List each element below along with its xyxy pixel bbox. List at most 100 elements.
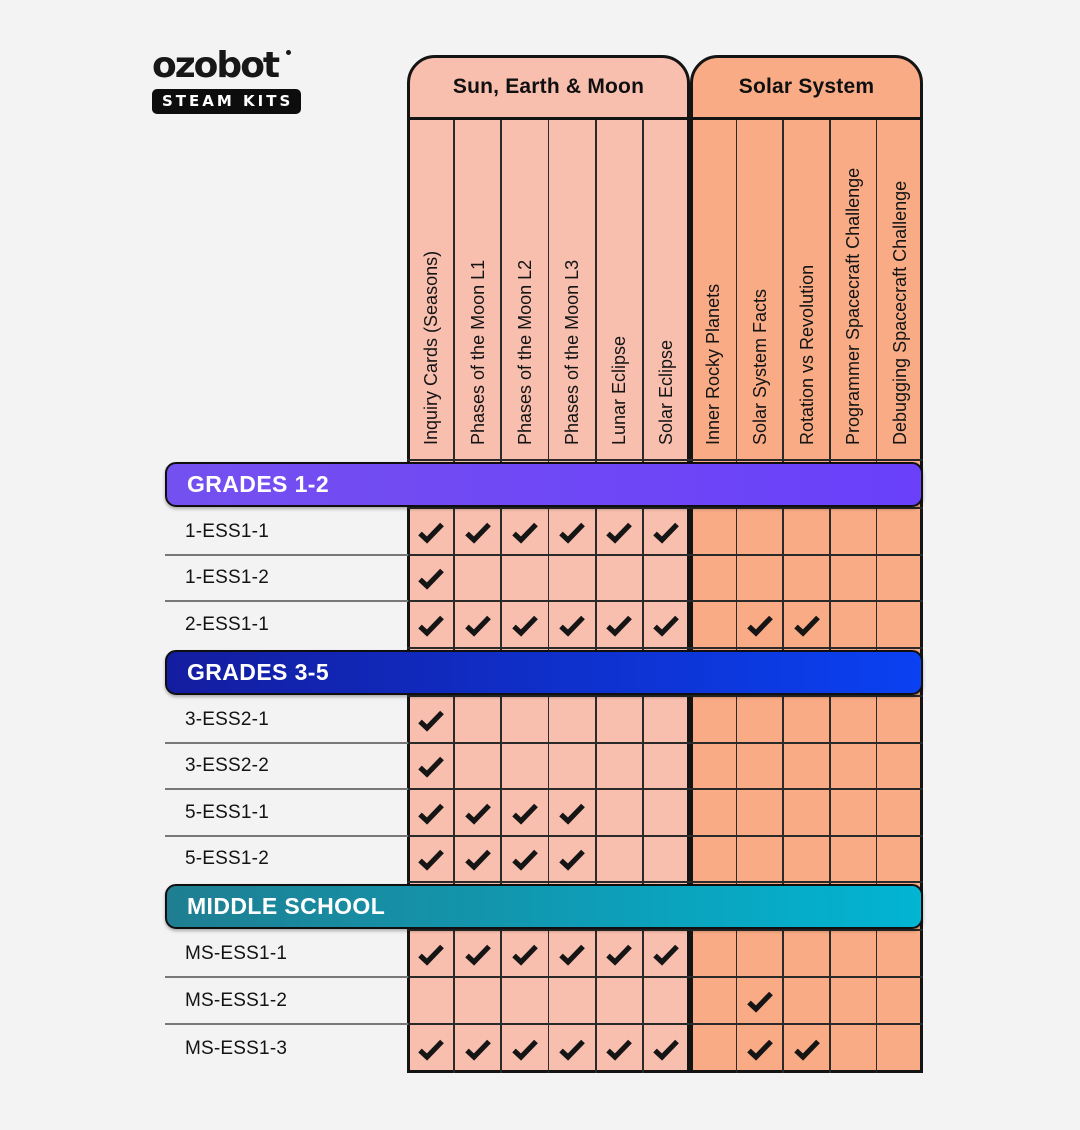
grade-banner: MIDDLE SCHOOL <box>165 883 923 929</box>
row-divider <box>165 742 408 744</box>
column-header: Phases of the Moon L3 <box>561 259 582 445</box>
check-icon <box>557 1037 587 1061</box>
standard-code: 1-ESS1-2 <box>185 567 269 588</box>
check-icon <box>463 942 493 966</box>
check-icon <box>463 847 493 871</box>
row-grid-line <box>407 600 923 602</box>
row-divider <box>165 1023 408 1025</box>
column-grid-line <box>453 120 455 1073</box>
row-grid-line <box>407 976 923 978</box>
column-grid-line <box>828 120 831 1073</box>
check-icon <box>510 801 540 825</box>
check-icon <box>510 847 540 871</box>
standard-code: 3-ESS2-2 <box>185 755 269 776</box>
standard-code: 5-ESS1-1 <box>185 801 269 823</box>
row-grid-line <box>407 459 923 461</box>
check-icon <box>416 708 446 732</box>
check-icon <box>745 989 775 1013</box>
column-grid-line <box>782 120 785 1073</box>
ozobot-logo: ozobot STEAM KITS <box>152 48 302 114</box>
row-grid-line <box>407 929 923 931</box>
row-grid-line <box>407 695 923 697</box>
column-group-title: Sun, Earth & Moon <box>452 74 645 98</box>
row-divider <box>165 600 408 602</box>
check-icon <box>510 942 540 966</box>
check-icon <box>416 847 446 871</box>
column-grid-line <box>547 120 550 1073</box>
grade-banner: GRADES 3-5 <box>165 649 923 695</box>
column-grid-line <box>735 120 738 1073</box>
check-icon <box>510 613 540 637</box>
standard-code: 1-ESS1-1 <box>185 520 269 542</box>
column-grid-line <box>875 120 878 1073</box>
check-icon <box>604 613 634 637</box>
column-header: Inner Rocky Planets <box>702 283 723 445</box>
column-grid-line <box>641 120 644 1073</box>
row-divider <box>165 788 408 790</box>
column-header: Solar System Facts <box>749 288 770 445</box>
row-grid-line <box>407 788 923 790</box>
column-header: Phases of the Moon L1 <box>467 259 488 445</box>
check-icon <box>651 520 681 544</box>
check-icon <box>651 613 681 637</box>
check-icon <box>463 801 493 825</box>
row-divider <box>165 554 408 556</box>
row-grid-line <box>407 881 923 883</box>
check-icon <box>604 520 634 544</box>
standard-code: MS-ESS1-1 <box>185 942 288 964</box>
check-icon <box>557 613 587 637</box>
check-icon <box>416 1037 446 1061</box>
standard-code: 2-ESS1-1 <box>185 613 269 635</box>
check-icon <box>557 942 587 966</box>
column-header: Lunar Eclipse <box>608 335 629 445</box>
check-icon <box>792 1037 822 1061</box>
check-icon <box>510 1037 540 1061</box>
steam-kits-badge: STEAM KITS <box>152 89 302 114</box>
check-icon <box>604 942 634 966</box>
alignment-matrix: Sun, Earth & Moon Inquiry Cards (Seasons)… <box>165 55 925 1073</box>
check-icon <box>416 801 446 825</box>
check-icon <box>510 520 540 544</box>
column-header: Programmer Spacecraft Challenge <box>842 167 863 445</box>
check-icon <box>604 1037 634 1061</box>
column-header: Solar Eclipse <box>655 339 676 445</box>
check-icon <box>416 942 446 966</box>
column-grid-line <box>594 120 597 1073</box>
group-title-divider <box>409 117 688 120</box>
check-icon <box>745 1037 775 1061</box>
check-icon <box>557 801 587 825</box>
check-icon <box>463 1037 493 1061</box>
check-icon <box>745 613 775 637</box>
standard-code: 5-ESS1-2 <box>185 848 269 869</box>
row-grid-line <box>407 554 923 556</box>
check-icon <box>463 520 493 544</box>
check-icon <box>416 613 446 637</box>
check-icon <box>416 754 446 778</box>
column-group-title: Solar System <box>738 74 875 98</box>
column-header: Rotation vs Revolution <box>796 264 816 445</box>
column-header: Inquiry Cards (Seasons) <box>420 250 441 445</box>
check-icon <box>463 613 493 637</box>
brand-wordmark: ozobot <box>152 45 280 86</box>
check-icon <box>416 566 446 590</box>
check-icon <box>416 520 446 544</box>
check-icon <box>651 1037 681 1061</box>
check-icon <box>792 613 822 637</box>
group-title-divider <box>692 117 921 120</box>
standard-code: MS-ESS1-2 <box>185 989 288 1011</box>
grade-banner: GRADES 1-2 <box>165 461 923 507</box>
column-header: Debugging Spacecraft Challenge <box>889 180 910 445</box>
check-icon <box>651 942 681 966</box>
check-icon <box>557 520 587 544</box>
row-divider <box>165 976 408 978</box>
row-divider <box>165 835 408 837</box>
column-header: Phases of the Moon L2 <box>514 259 535 445</box>
row-grid-line <box>407 1023 923 1025</box>
row-grid-line <box>407 647 923 649</box>
row-grid-line <box>407 835 923 837</box>
standard-code: 3-ESS2-1 <box>185 708 269 730</box>
row-grid-line <box>407 507 923 509</box>
row-grid-line <box>407 742 923 744</box>
standard-code: MS-ESS1-3 <box>185 1037 288 1059</box>
trademark-dot-icon <box>286 50 291 55</box>
